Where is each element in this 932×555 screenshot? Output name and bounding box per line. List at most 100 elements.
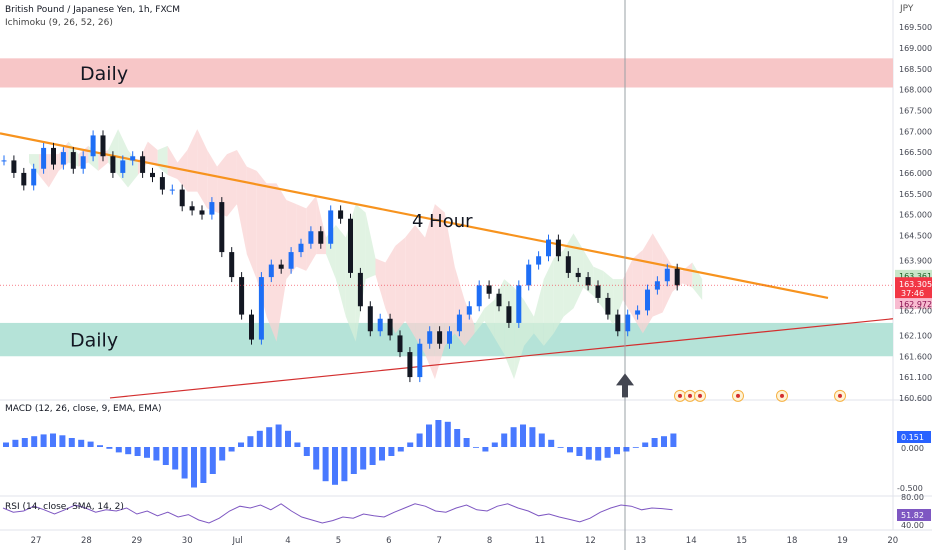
- macd-bar: [78, 439, 85, 447]
- macd-bar: [614, 447, 620, 455]
- candle-body: [229, 252, 235, 278]
- macd-bar: [670, 433, 677, 447]
- candle-body: [585, 277, 591, 286]
- price-tick: 161.100: [899, 373, 932, 382]
- macd-bar: [303, 447, 310, 456]
- macd-bar: [200, 447, 207, 483]
- macd-bar: [153, 447, 160, 461]
- event-dot: [838, 393, 842, 398]
- macd-bar: [632, 447, 639, 448]
- macd-bar: [313, 447, 320, 470]
- candle-body: [387, 318, 393, 336]
- macd-bar: [228, 447, 235, 452]
- ichimoku-cloud: [504, 279, 515, 380]
- candle-body: [249, 314, 254, 340]
- candle-body: [496, 293, 502, 307]
- price-tick: 166.000: [899, 169, 932, 178]
- macd-bar: [172, 447, 179, 470]
- macd-bar: [106, 447, 113, 449]
- x-tick: 15: [736, 536, 747, 546]
- macd-bar: [247, 436, 254, 447]
- candle-body: [595, 285, 601, 298]
- ichimoku-cloud: [652, 233, 663, 317]
- ichimoku-cloud: [642, 233, 653, 334]
- candle-body: [219, 202, 225, 253]
- candle-body: [298, 243, 304, 253]
- price-tick: 165.500: [899, 190, 932, 199]
- x-tick: 14: [686, 536, 697, 546]
- macd-bar: [191, 447, 197, 488]
- macd-bar: [50, 433, 56, 447]
- ichimoku-cloud: [524, 300, 534, 346]
- macd-bar: [482, 447, 489, 452]
- ichimoku-cloud: [246, 166, 257, 280]
- macd-bar: [341, 447, 348, 482]
- ichimoku-cloud: [217, 154, 227, 217]
- currency-label: JPY: [900, 4, 914, 14]
- macd-bar: [454, 429, 461, 447]
- candle-body: [159, 177, 165, 190]
- macd-bar: [529, 427, 536, 447]
- x-tick: 6: [386, 536, 391, 546]
- ichimoku-cloud: [623, 258, 633, 317]
- macd-bar: [12, 439, 19, 447]
- x-tick: 30: [182, 536, 193, 546]
- candle-body: [555, 239, 561, 257]
- candle-body: [486, 285, 492, 294]
- x-tick: 20: [887, 536, 898, 546]
- macd-bar: [3, 442, 9, 447]
- macd-bar: [388, 447, 395, 456]
- candle-body: [90, 135, 96, 157]
- macd-bar: [31, 436, 38, 447]
- candle-body: [338, 210, 344, 219]
- macd-bar: [491, 442, 498, 447]
- candle-body: [367, 306, 373, 332]
- macd-bar: [68, 438, 75, 447]
- macd-bar: [181, 447, 188, 479]
- macd-bar: [473, 447, 479, 448]
- event-dot: [736, 393, 740, 398]
- macd-bar: [623, 447, 630, 452]
- candle-body: [41, 147, 47, 169]
- candle-body: [1, 160, 7, 162]
- x-tick: 7: [436, 536, 441, 546]
- candle-body: [278, 264, 284, 269]
- x-tick: 8: [487, 536, 492, 546]
- macd-bar: [426, 424, 432, 447]
- macd-bar: [642, 442, 649, 447]
- macd-bar: [604, 447, 611, 458]
- candle-body: [120, 160, 126, 173]
- zone-label: Daily: [70, 330, 118, 352]
- macd-bar: [435, 420, 442, 447]
- ichimoku-cloud: [375, 258, 386, 309]
- macd-bar: [256, 430, 263, 447]
- event-dot: [780, 393, 784, 398]
- ichimoku-cloud: [177, 150, 188, 192]
- ichimoku-cloud: [484, 300, 495, 338]
- macd-tick: 0.000: [901, 444, 924, 453]
- macd-bar: [557, 447, 564, 448]
- macd-bar: [266, 427, 273, 447]
- candle-body: [437, 331, 443, 344]
- price-tick: 164.500: [899, 231, 932, 240]
- cloud-badge: [895, 298, 932, 310]
- candle-body: [140, 156, 146, 173]
- candle-body: [348, 218, 353, 273]
- macd-bar: [350, 447, 357, 474]
- candle-body: [546, 239, 551, 257]
- cloud-badge: [895, 269, 932, 281]
- x-tick: 4: [285, 536, 290, 546]
- macd-bar: [59, 435, 66, 447]
- candle-body: [516, 285, 522, 323]
- ichimoku-cloud: [692, 262, 703, 300]
- candle-body: [605, 297, 611, 315]
- macd-bar: [407, 442, 414, 447]
- candle-body: [407, 352, 413, 378]
- price-tick: 160.600: [899, 394, 932, 403]
- x-tick: 19: [837, 536, 848, 546]
- price-tick: 165.000: [899, 211, 932, 220]
- macd-bar: [585, 447, 592, 460]
- candle-body: [357, 272, 363, 307]
- macd-bar: [567, 447, 573, 453]
